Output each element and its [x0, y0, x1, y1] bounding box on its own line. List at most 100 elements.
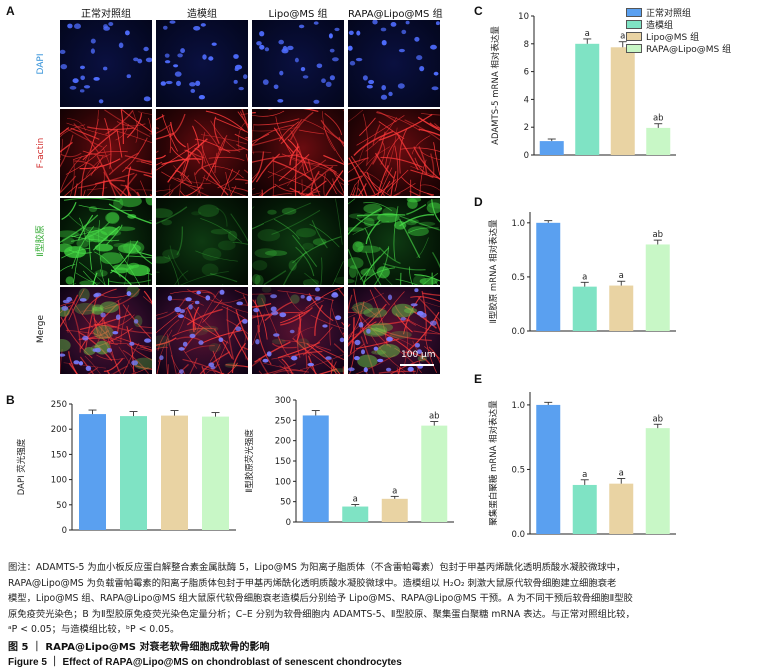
bar-3 [609, 483, 634, 534]
y-tick-label: 0.5 [511, 465, 525, 475]
bar-4 [645, 244, 670, 331]
bar-3 [381, 498, 408, 522]
y-tick-label: 50 [280, 498, 291, 508]
bar-4 [645, 428, 670, 534]
micrograph-dapi-3 [252, 20, 344, 107]
row-label-collagen2: Ⅱ型胶原 [36, 225, 46, 257]
significance-label: ab [652, 414, 663, 424]
chart-b-collagen2: 0 50 100 150 200 250 300 a a ab Ⅱ型胶原荧光强度 [244, 396, 454, 528]
y-axis-label: Ⅱ型胶原 mRNA 相对表达量 [488, 219, 499, 323]
y-tick-label: 6 [524, 68, 529, 78]
significance-label: a [619, 468, 624, 478]
y-tick-label: 10 [518, 12, 529, 22]
y-tick-label: 1.0 [511, 219, 525, 229]
y-tick-label: 0.0 [511, 530, 525, 540]
bar-4 [646, 127, 671, 155]
chart-b-dapi: 0 50 100 150 200 250 DAPI 荧光强度 [16, 400, 236, 536]
figure-caption: 图注：ADAMTS-5 为血小板反应蛋白解整合素金属肽酶 5，Lipo@MS 为… [8, 560, 768, 638]
panel-label-a: A [6, 4, 15, 18]
bar-3 [161, 415, 188, 530]
bar-2 [342, 506, 369, 522]
y-tick-label: 250 [51, 400, 67, 410]
bar-2 [120, 416, 147, 530]
caption-line: RAPA@Lipo@MS 为负载雷帕霉素的阳离子脂质体包封于甲基丙烯酰化透明质酸… [8, 577, 617, 589]
bar-1 [302, 415, 329, 522]
y-tick-label: 1.0 [511, 401, 525, 411]
micrograph-merge-3 [252, 287, 344, 374]
micrograph-factin-1 [60, 109, 152, 196]
significance-label: a [585, 29, 590, 39]
legend-item-rapa: RAPA@Lipo@MS 组 [626, 42, 731, 55]
bar-1 [536, 222, 561, 331]
y-tick-label: 100 [51, 476, 67, 486]
y-tick-label: 8 [524, 40, 529, 50]
micrograph-collagen2-2 [156, 198, 248, 285]
significance-label: ab [653, 114, 664, 124]
caption-line: 原免疫荧光染色；B 为Ⅱ型胶原免疫荧光染色定量分析；C–E 分别为软骨细胞内 A… [8, 608, 635, 620]
micrograph-merge-2 [156, 287, 248, 374]
significance-label: a [353, 495, 358, 505]
y-tick-label: 200 [51, 425, 67, 435]
panel-label-e: E [474, 372, 483, 386]
chart-e-aggrecan-mrna: 0.0 0.5 1.0 a a ab 聚集蛋白聚糖 mRNA 相对表达量 [488, 392, 676, 540]
bar-4 [421, 425, 448, 522]
legend-item-control: 正常对照组 [626, 6, 691, 19]
bar-3 [610, 47, 635, 155]
significance-label: ab [652, 230, 663, 240]
caption-line: ᵃP < 0.05；与造模组比较，ᵇP < 0.05。 [8, 624, 180, 635]
scale-bar-label: 100 μm [401, 350, 436, 360]
panel-label-b: B [6, 393, 15, 407]
column-header-lipo: Lipo@MS 组 [268, 9, 328, 20]
y-tick-label: 100 [275, 477, 291, 487]
significance-label: a [582, 470, 587, 480]
micrograph-factin-4 [348, 109, 440, 196]
y-tick-label: 0.0 [511, 327, 525, 337]
panel-label-c: C [474, 4, 483, 18]
bar-1 [536, 404, 561, 534]
bar-2 [572, 484, 597, 534]
micrograph-merge-4 [348, 287, 440, 374]
panel-label-d: D [474, 195, 483, 209]
micrograph-factin-3 [252, 109, 344, 196]
y-tick-label: 0 [524, 151, 529, 160]
y-tick-label: 4 [524, 95, 529, 105]
y-axis-label: ADAMTS-5 mRNA 相对表达量 [490, 26, 501, 145]
row-label-dapi: DAPI [36, 53, 46, 75]
column-header-model: 造模组 [187, 9, 217, 20]
micrograph-dapi-4 [348, 20, 440, 107]
column-header-rapa: RAPA@Lipo@MS 组 [348, 9, 443, 20]
y-axis-label: 聚集蛋白聚糖 mRNA 相对表达量 [488, 400, 499, 526]
micrograph-collagen2-1 [60, 198, 152, 285]
bar-2 [572, 286, 597, 331]
y-tick-label: 50 [56, 501, 67, 511]
chart-d-collagen2-mrna: 0.0 0.5 1.0 a a ab Ⅱ型胶原 mRNA 相对表达量 [488, 212, 676, 337]
y-tick-label: 150 [275, 457, 291, 467]
scale-bar [400, 364, 434, 366]
micrograph-collagen2-4 [348, 198, 440, 285]
column-header-control: 正常对照组 [81, 9, 131, 20]
y-tick-label: 0 [62, 526, 67, 536]
row-label-merge: Merge [36, 314, 46, 344]
y-axis-label: DAPI 荧光强度 [16, 438, 27, 495]
y-tick-label: 300 [275, 396, 291, 406]
significance-label: a [392, 486, 397, 496]
micrograph-dapi-2 [156, 20, 248, 107]
bar-1 [79, 414, 106, 530]
micrograph-collagen2-3 [252, 198, 344, 285]
bar-2 [575, 43, 600, 155]
chart-c-adamts5: 0 2 4 6 8 10 a a ab ADAMTS-5 mRNA 相对表达量 [490, 12, 676, 160]
bar-3 [609, 285, 634, 331]
row-label-factin: F-actin [36, 137, 46, 169]
y-tick-label: 2 [524, 123, 529, 133]
significance-label: a [619, 271, 624, 281]
micrograph-merge-1 [60, 287, 152, 374]
micrograph-dapi-1 [60, 20, 152, 107]
significance-label: a [620, 32, 625, 42]
micrograph-factin-2 [156, 109, 248, 196]
y-tick-label: 200 [275, 437, 291, 447]
y-axis-label: Ⅱ型胶原荧光强度 [244, 429, 255, 493]
caption-line: 模型，Lipo@MS 组、RAPA@Lipo@MS 组大鼠原代软骨细胞衰老造模后… [8, 593, 633, 604]
bar-4 [202, 416, 229, 530]
figure-title-en: Figure 5 ｜ Effect of RAPA@Lipo@MS on cho… [8, 657, 402, 668]
y-tick-label: 150 [51, 450, 67, 460]
